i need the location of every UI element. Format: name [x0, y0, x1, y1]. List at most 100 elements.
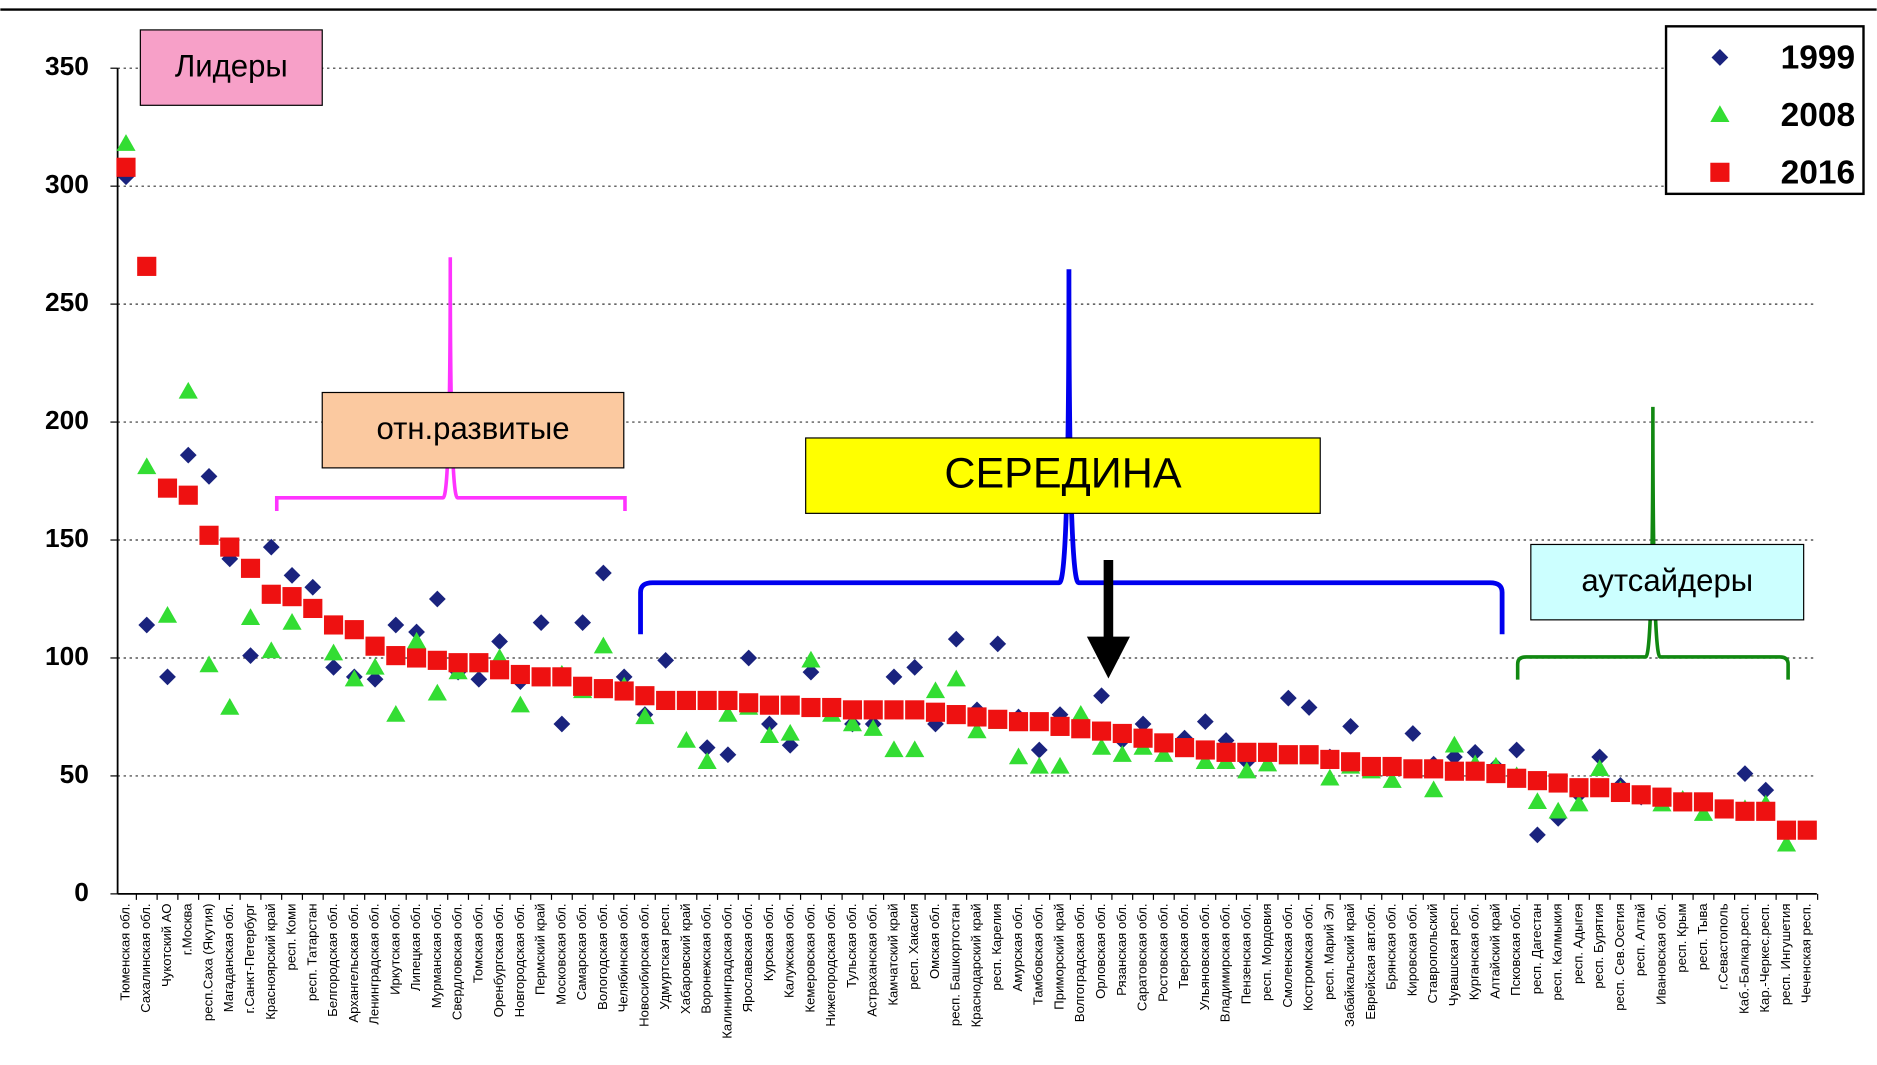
point: [407, 631, 427, 649]
point: [1736, 765, 1754, 782]
point: [1008, 712, 1029, 732]
x-tick-label: Оренбургская обл.: [491, 903, 506, 1017]
point: [1299, 745, 1319, 765]
x-tick-label: респ. Мордовия: [1259, 903, 1274, 1001]
x-tick-label: Калужская обл.: [782, 903, 797, 997]
point: [801, 650, 821, 668]
point: [593, 679, 613, 699]
x-tick-label: Кар.-Черкес.респ.: [1757, 903, 1772, 1012]
x-tick-label: респ. Татарстан: [304, 903, 319, 1001]
point: [1320, 768, 1340, 786]
point: [947, 630, 965, 648]
point: [802, 663, 820, 681]
x-tick-label: респ. Крым: [1674, 903, 1689, 972]
annotation-box: [805, 437, 1321, 514]
point: [1776, 834, 1797, 852]
x-tick-label: Псковская обл.: [1508, 903, 1523, 995]
point: [801, 697, 821, 718]
point: [552, 667, 572, 687]
point: [1008, 747, 1029, 765]
x-tick-label: Самарская обл.: [574, 903, 589, 1000]
x-tick-label: респ. Бурятия: [1591, 903, 1606, 988]
x-tick-label: Хабаровский край: [678, 903, 693, 1014]
x-tick-label: Тамбовская обл.: [1031, 903, 1046, 1005]
point: [1590, 759, 1610, 777]
point: [220, 537, 240, 557]
point: [906, 659, 924, 676]
point: [1486, 763, 1506, 784]
x-tick-label: респ. Башкортостан: [948, 903, 963, 1026]
point: [240, 558, 261, 578]
x-tick-label: Томская обл.: [470, 903, 485, 983]
point: [1444, 735, 1464, 753]
x-tick-label: Белгородская обл.: [325, 903, 340, 1016]
point: [1404, 725, 1422, 742]
point: [1091, 738, 1112, 755]
x-tick-label: Саратовская обл.: [1135, 903, 1150, 1011]
point: [884, 700, 904, 720]
point: [138, 616, 156, 634]
point: [1278, 745, 1298, 765]
annotation-box: [139, 29, 323, 106]
x-tick-label: респ. Хакасия: [906, 903, 921, 989]
point: [842, 700, 863, 720]
point: [967, 721, 987, 739]
point: [759, 726, 780, 744]
point: [323, 615, 344, 635]
legend: 1999 2008 2016: [1664, 25, 1865, 196]
point: [1466, 743, 1484, 761]
point: [1424, 759, 1444, 779]
x-tick-label: Амурская обл.: [1010, 903, 1025, 991]
point: [946, 669, 966, 687]
point: [1569, 778, 1589, 798]
point: [1300, 699, 1318, 716]
arrow-head: [1086, 636, 1130, 679]
x-tick-label: респ. Алтай: [1633, 903, 1648, 976]
point: [1279, 689, 1297, 707]
point: [1403, 759, 1423, 779]
point: [157, 605, 178, 623]
x-tick-label: г.Санкт-Петербург: [242, 903, 257, 1013]
point: [531, 667, 551, 687]
x-tick-label: Нижегородская обл.: [823, 903, 838, 1026]
x-tick-label: Пензенская обл.: [1238, 903, 1253, 1004]
point: [1030, 741, 1048, 759]
x-tick-label: Смоленская обл.: [1280, 903, 1295, 1007]
legend-label: 2008: [1781, 97, 1856, 134]
legend-marker: [1710, 105, 1730, 123]
x-tick-label: Воронежская обл.: [699, 903, 714, 1013]
brace: [274, 257, 627, 511]
annotation: СЕРЕДИНА: [944, 450, 1181, 498]
point: [697, 690, 717, 711]
annotation: Лидеры: [175, 48, 288, 83]
y-tick-label: 0: [74, 877, 89, 907]
point: [282, 613, 302, 630]
point: [490, 660, 510, 680]
point: [532, 614, 550, 631]
legend-marker: [1711, 49, 1729, 66]
point: [365, 636, 385, 656]
x-tick-label: Ленинградская обл.: [367, 903, 382, 1024]
point: [1071, 719, 1091, 739]
point: [759, 695, 780, 715]
point: [386, 646, 406, 666]
point: [282, 587, 302, 607]
x-tick-label: Забайкальский край: [1342, 903, 1357, 1026]
point: [1673, 792, 1693, 812]
x-tick-label: Брянская обл.: [1384, 903, 1399, 990]
x-tick-label: Кемеровская обл.: [802, 903, 817, 1012]
x-tick-label: Астраханская обл.: [865, 903, 880, 1016]
x-tick-label: Приморский край: [1051, 903, 1066, 1009]
point: [885, 668, 903, 686]
x-tick-label: Кировская обл.: [1404, 903, 1419, 996]
x-tick-label: Алтайский край: [1487, 903, 1502, 998]
point: [344, 620, 364, 640]
point: [1195, 752, 1215, 769]
x-tick-label: Каб.-Балкар.респ.: [1736, 903, 1751, 1014]
plot: 0 50 100 150 200 250 300 350 Тюменская обл. Сахал…: [45, 51, 1819, 1039]
x-tick-label: Костромская обл.: [1301, 903, 1316, 1011]
point: [261, 641, 281, 659]
point: [553, 715, 571, 733]
point: [1756, 801, 1776, 821]
